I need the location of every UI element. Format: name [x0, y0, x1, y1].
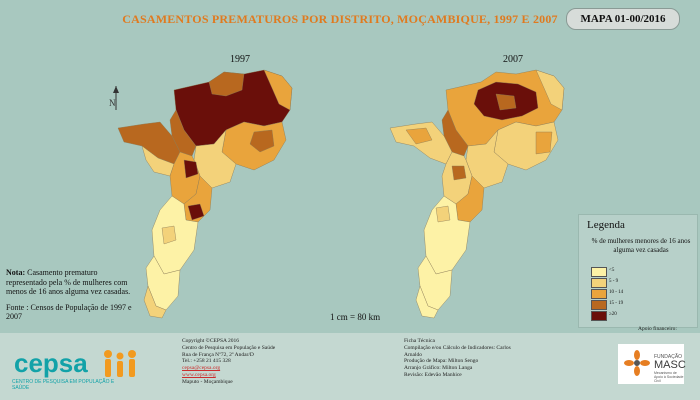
email-link[interactable]: cepsa@cepsa.org [182, 365, 221, 372]
region-sofala-dark-1997 [187, 203, 205, 221]
legend-item-label: 15 - 19 [609, 301, 624, 306]
cepsa-logo-subtitle: CENTRO DE PESQUISA EM POPULAÇÃO E SAÚDE [12, 379, 115, 391]
map-id-badge: MAPA 01-00/2016 [566, 8, 680, 30]
map-label-2007: 2007 [503, 54, 523, 65]
funding-label: Apoio financeiro: [638, 326, 677, 332]
legend-subtitle: % de mulheres menores de 16 anos alguma … [591, 237, 691, 254]
legend-swatch [591, 267, 607, 277]
note-label: Nota: [6, 268, 26, 277]
note-text: Casamento prematuro representado pela % … [6, 268, 131, 296]
web-link[interactable]: www.cepsa.org [182, 371, 216, 378]
region-cabo-2007 [535, 69, 565, 111]
ficha-title: Ficha Técnica [404, 338, 435, 344]
legend-item-label: ≥20 [609, 312, 617, 317]
legend-swatch [591, 300, 607, 310]
legend: Legenda % de mulheres menores de 16 anos… [578, 214, 698, 328]
legend-item-label: 5 - 9 [609, 279, 619, 284]
people-logo-icon [104, 350, 136, 377]
region-niassa-mid-2007 [495, 93, 517, 111]
masc-flower-icon [624, 350, 650, 376]
legend-swatch [591, 311, 607, 321]
map-label-1997: 1997 [230, 54, 250, 65]
ficha-line: Produção de Mapa: Milton Sengo [404, 358, 479, 365]
city: Maputo - Moçambique [182, 378, 233, 385]
map-title: CASAMENTOS PREMATUROS POR DISTRITO, MOÇA… [122, 12, 558, 26]
region-manica-mid-2007 [451, 165, 467, 181]
map-1997 [117, 69, 293, 319]
region-manica-dark-1997 [183, 159, 199, 179]
contact-block: Copyright ©CEPSA 2016 Centro de Pesquisa… [182, 338, 275, 386]
region-maputo-2007 [415, 285, 439, 319]
north-arrow-icon: N [109, 86, 119, 110]
region-nampula-dark-1997 [249, 129, 275, 153]
legend-title: Legenda [587, 219, 625, 231]
north-label: N [109, 98, 116, 108]
region-tete-mid-2007 [405, 127, 433, 145]
masc-logo: FUNDAÇÃO MASC Mecanismo de Apoio à Socie… [618, 344, 686, 384]
copyright: Copyright ©CEPSA 2016 [182, 338, 240, 344]
telephone: Tel.: +258 21 415 328 [182, 358, 231, 365]
technical-sheet: Ficha Técnica Compilação e/ou Cálculo de… [404, 338, 522, 379]
address: Rua de França Nº72, 2º Andar/D [182, 351, 254, 358]
note-block: Nota: Casamento prematuro representado p… [6, 268, 136, 322]
cepsa-logo: cepsa [14, 348, 88, 378]
region-cabo-1997 [263, 69, 293, 111]
ficha-line: Revisão: Edevão Manhice [404, 371, 462, 378]
ficha-line: Arranjo Gráfico: Milton Langa [404, 365, 473, 372]
legend-item-label: <5 [609, 268, 615, 273]
masc-subtitle: Mecanismo de Apoio à Sociedade Civil [654, 371, 684, 383]
masc-top-label: FUNDAÇÃO [654, 354, 683, 360]
region-south-mid-1997 [161, 225, 177, 245]
scale-text: 1 cm = 80 km [330, 312, 381, 322]
source-text: Fonte : Censos de População de 1997 e 20… [6, 302, 132, 322]
region-niassa-inner-1997 [208, 71, 245, 97]
legend-swatch [591, 278, 607, 288]
region-maputo-1997 [143, 285, 167, 319]
footer [0, 333, 700, 400]
region-south-mid-2007 [435, 205, 451, 223]
region-nampula-mid-2007 [535, 131, 553, 155]
legend-swatch [591, 289, 607, 299]
masc-name: MASC [654, 359, 686, 371]
org-name: Centro de Pesquisa em População e Saúde [182, 344, 276, 351]
legend-item-label: 10 - 14 [609, 290, 624, 295]
ficha-line: Compilação e/ou Cálculo de Indicadores: … [404, 344, 511, 358]
map-2007 [389, 69, 565, 319]
